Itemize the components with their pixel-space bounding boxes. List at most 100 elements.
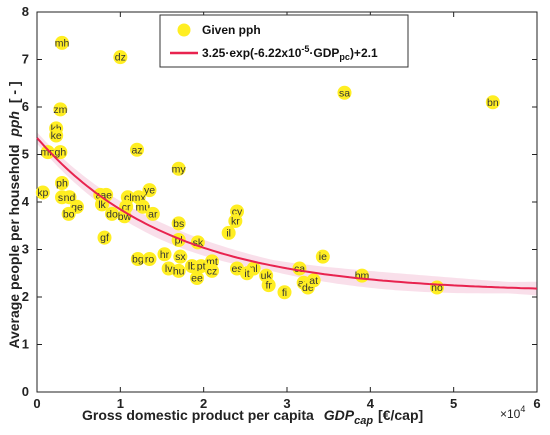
y-tick-label: 6 xyxy=(22,99,29,114)
y-tick-label: 5 xyxy=(22,147,29,162)
point-label: es xyxy=(231,263,242,275)
point-marker xyxy=(240,266,254,281)
point-label: fi xyxy=(282,287,287,299)
point-label: sa xyxy=(339,87,350,99)
legend-curve-label: 3.25·exp(-6.22x10-5·GDPpc)+2.1 xyxy=(202,44,378,62)
point-hr: hr xyxy=(157,247,172,262)
point-label: zm xyxy=(53,104,67,116)
fit-band xyxy=(37,132,537,296)
point-label: nl xyxy=(250,263,258,275)
point-label: pt xyxy=(197,261,206,273)
point-label: gh xyxy=(54,147,66,159)
point-ar: ar xyxy=(145,206,160,221)
y-tick-label: 1 xyxy=(22,337,29,352)
point-label: cl xyxy=(124,192,132,204)
point-label: hr xyxy=(160,249,170,261)
point-marker xyxy=(171,161,186,176)
point-marker xyxy=(105,206,119,221)
point-ph: ph xyxy=(55,176,69,190)
point-do: do xyxy=(105,206,119,221)
x-tick-label: 2 xyxy=(200,396,207,411)
point-fi: fi xyxy=(277,285,292,300)
point-it: it xyxy=(240,266,254,281)
point-label: ie xyxy=(319,251,327,263)
point-label: mh xyxy=(55,37,70,49)
point-label: de xyxy=(302,282,314,294)
point-label: lb xyxy=(188,261,196,273)
point-marker xyxy=(171,263,186,278)
point-label: fr xyxy=(265,280,272,292)
point-marker xyxy=(337,85,352,100)
x-tick-label: 1 xyxy=(117,396,124,411)
point-label: sk xyxy=(193,237,204,249)
point-bs: bs xyxy=(171,216,186,231)
point-bg: bg xyxy=(130,252,145,266)
point-gh: gh xyxy=(53,145,68,160)
point-label: ae xyxy=(100,189,112,201)
point-label: cy xyxy=(232,206,243,218)
point-kp: kp xyxy=(35,185,50,200)
point-label: ar xyxy=(148,208,158,220)
point-kr: kr xyxy=(228,214,243,228)
point-label: bm xyxy=(355,270,370,282)
point-label: mn xyxy=(41,147,56,159)
point-marker xyxy=(142,252,157,266)
legend: Given pph 3.25·exp(-6.22x10-5·GDPpc)+2.1 xyxy=(159,14,409,68)
point-bn: bn xyxy=(485,95,500,110)
point-cz: cz xyxy=(205,263,219,278)
point-label: ee xyxy=(191,273,203,285)
point-ie: ie xyxy=(315,249,330,264)
point-ke: ke xyxy=(49,128,64,143)
point-marker xyxy=(55,35,69,50)
point-mn: mn xyxy=(41,145,56,160)
point-label: ca xyxy=(294,263,305,275)
x-tick-label: 3 xyxy=(283,396,290,411)
point-label: lk xyxy=(98,199,106,211)
fit-curve xyxy=(36,137,538,290)
point-label: it xyxy=(244,268,249,280)
scatter-points: mhdzzmkhkemnghazmyphkpstndyearaeclmxlkcr… xyxy=(35,35,500,300)
x-tick-label: 5 xyxy=(450,396,457,411)
point-hu: hu xyxy=(171,263,186,278)
point-ca: ca xyxy=(292,261,307,276)
point-marker xyxy=(135,199,150,214)
point-marker xyxy=(171,216,186,231)
point-marker xyxy=(205,263,219,278)
point-sx: sx xyxy=(173,249,188,264)
point-marker xyxy=(49,128,64,143)
point-marker xyxy=(485,95,500,110)
point-marker xyxy=(130,142,144,157)
point-marker xyxy=(261,278,276,293)
point-marker xyxy=(315,249,330,264)
point-marker xyxy=(55,176,69,190)
point-label: pl xyxy=(175,235,183,247)
point-label: hu xyxy=(173,265,185,277)
point-label: kp xyxy=(37,187,48,199)
point-label: uk xyxy=(261,270,273,282)
point-bo: bo xyxy=(61,206,76,221)
y-tick-label: 2 xyxy=(22,289,29,304)
point-marker xyxy=(113,50,128,65)
point-marker xyxy=(142,183,157,198)
point-ee: ee xyxy=(190,271,204,285)
point-label: bn xyxy=(487,97,499,109)
point-mu: mu xyxy=(135,199,150,214)
point-label: my xyxy=(172,163,187,175)
point-gf: gf xyxy=(97,230,112,245)
point-marker xyxy=(53,145,68,160)
x-tick-label: 0 xyxy=(33,396,40,411)
point-my: my xyxy=(171,161,187,176)
point-sa: sa xyxy=(337,85,352,100)
point-label: bg xyxy=(132,254,144,266)
point-label: cz xyxy=(207,265,218,277)
point-label: do xyxy=(106,208,118,220)
point-label: bo xyxy=(63,208,75,220)
point-marker xyxy=(53,102,68,117)
point-marker xyxy=(277,285,292,300)
point-label: ph xyxy=(56,178,68,190)
point-label: at xyxy=(309,275,318,287)
point-marker xyxy=(145,206,160,221)
point-label: st xyxy=(58,192,66,204)
fit-line xyxy=(36,137,538,290)
point-label: ye xyxy=(144,185,155,197)
